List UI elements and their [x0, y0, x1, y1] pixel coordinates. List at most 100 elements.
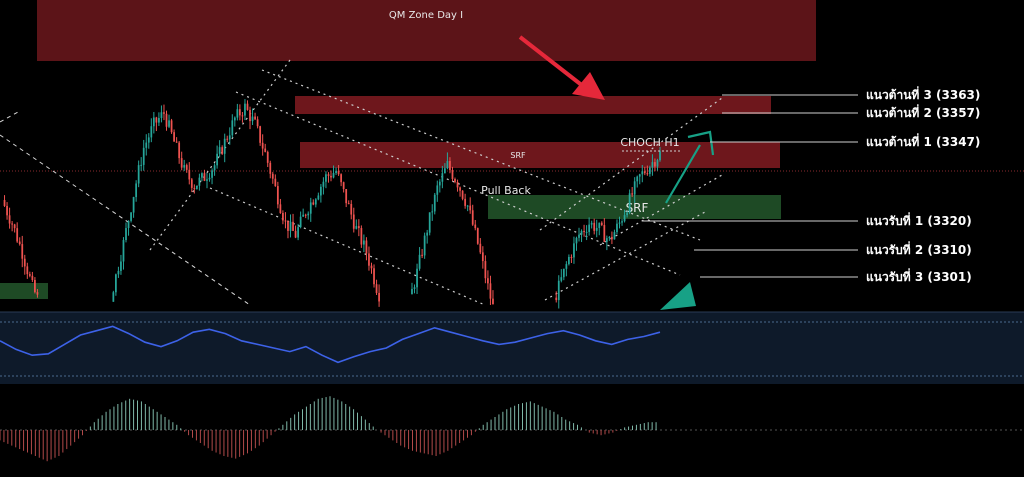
- candle-body: [274, 178, 277, 187]
- candle-body: [560, 277, 563, 281]
- candle-body: [588, 224, 591, 232]
- candle-body: [211, 170, 213, 178]
- candle-body: [152, 117, 155, 127]
- candle-body: [474, 224, 477, 229]
- candle-body: [459, 187, 461, 191]
- candle-body: [236, 109, 239, 118]
- candle-body: [595, 227, 598, 231]
- candle-body: [3, 200, 6, 206]
- candle-body: [319, 186, 322, 196]
- candle-body: [423, 235, 426, 256]
- candle-body: [628, 193, 631, 213]
- candle-body: [297, 227, 299, 238]
- up-channel-top: [539, 97, 723, 231]
- candle-body: [120, 261, 122, 271]
- candle-body: [481, 252, 484, 262]
- candle-body: [360, 228, 363, 245]
- candle-body: [411, 288, 413, 295]
- candle-body: [226, 138, 229, 140]
- candle-body: [638, 174, 641, 177]
- candle-body: [125, 228, 127, 241]
- candle-body: [651, 162, 654, 168]
- candle-body: [259, 126, 262, 143]
- oscillator-panel: [0, 312, 1024, 384]
- candle-body: [317, 195, 320, 200]
- candle-body: [160, 112, 163, 119]
- candle-body: [446, 161, 449, 169]
- candle-body: [633, 181, 636, 195]
- candle-body: [140, 164, 143, 166]
- candle-body: [631, 193, 634, 195]
- candle-body: [322, 181, 325, 187]
- candle-body: [636, 176, 639, 182]
- candle-body: [438, 181, 441, 186]
- candle-body: [363, 240, 365, 245]
- candle-body: [251, 116, 254, 122]
- candle-body: [436, 185, 439, 195]
- candle-body: [8, 215, 11, 224]
- candle-body: [304, 214, 307, 216]
- candle-body: [228, 135, 231, 140]
- candle-body: [431, 211, 434, 213]
- candle-body: [135, 183, 138, 198]
- candle-body: [443, 168, 446, 174]
- candle-body: [216, 153, 219, 166]
- candle-body: [345, 189, 348, 204]
- up-channel-bottom: [544, 211, 706, 301]
- candle-body: [284, 220, 287, 222]
- candle-body: [352, 214, 355, 229]
- teal-arrow-up: [665, 130, 715, 204]
- candle-body: [357, 226, 360, 229]
- level-label-5: แนวรับที่ 2 (3310): [866, 241, 972, 257]
- candle-body: [568, 256, 570, 265]
- level-label-6: แนวรับที่ 3 (3301): [866, 268, 972, 284]
- candle-body: [221, 147, 224, 154]
- candle-body: [335, 171, 337, 174]
- histogram: [0, 396, 657, 462]
- candle-body: [292, 221, 294, 231]
- candle-body: [327, 174, 330, 176]
- candle-body: [261, 142, 264, 149]
- srf-upper-label: SRF: [510, 151, 526, 160]
- candle-body: [203, 173, 206, 181]
- candle-body: [454, 178, 456, 182]
- candle-body: [239, 109, 241, 116]
- candle-body: [165, 113, 168, 127]
- level-lines: แนวต้านที่ 3 (3363) แนวต้านที่ 2 (3357) แน…: [642, 86, 980, 284]
- candle-body: [330, 175, 332, 178]
- candle-body: [608, 236, 611, 239]
- candle-body: [307, 213, 310, 216]
- candle-body: [180, 158, 183, 168]
- candle-body: [350, 203, 353, 215]
- candle-body: [183, 165, 186, 168]
- left-edge-line: [0, 111, 19, 123]
- candle-body: [289, 221, 292, 231]
- candle-body: [368, 253, 370, 266]
- candle-body: [150, 126, 153, 138]
- candle-body: [479, 243, 482, 253]
- candle-body: [195, 185, 198, 190]
- candle-body: [428, 212, 431, 233]
- left-support-zone: [0, 283, 48, 299]
- candle-body: [13, 224, 16, 229]
- candle-body: [471, 210, 474, 225]
- candle-body: [287, 220, 289, 231]
- candle-body: [218, 147, 221, 154]
- srf-upper-zone: [300, 142, 780, 168]
- candle-body: [603, 225, 606, 242]
- candle-body: [282, 212, 284, 221]
- candle-body: [190, 179, 193, 188]
- candle-body: [145, 142, 148, 148]
- candle-body: [578, 234, 580, 238]
- candle-body: [616, 223, 618, 233]
- candle-body: [114, 274, 117, 293]
- candle-body: [489, 283, 492, 299]
- qm-zone-label: QM Zone Day I: [389, 10, 463, 21]
- candle-body: [484, 261, 487, 279]
- candle-body: [654, 162, 656, 167]
- candle-body: [36, 292, 39, 295]
- candle-body: [178, 142, 181, 159]
- candle-body: [643, 171, 646, 174]
- candle-body: [269, 162, 272, 174]
